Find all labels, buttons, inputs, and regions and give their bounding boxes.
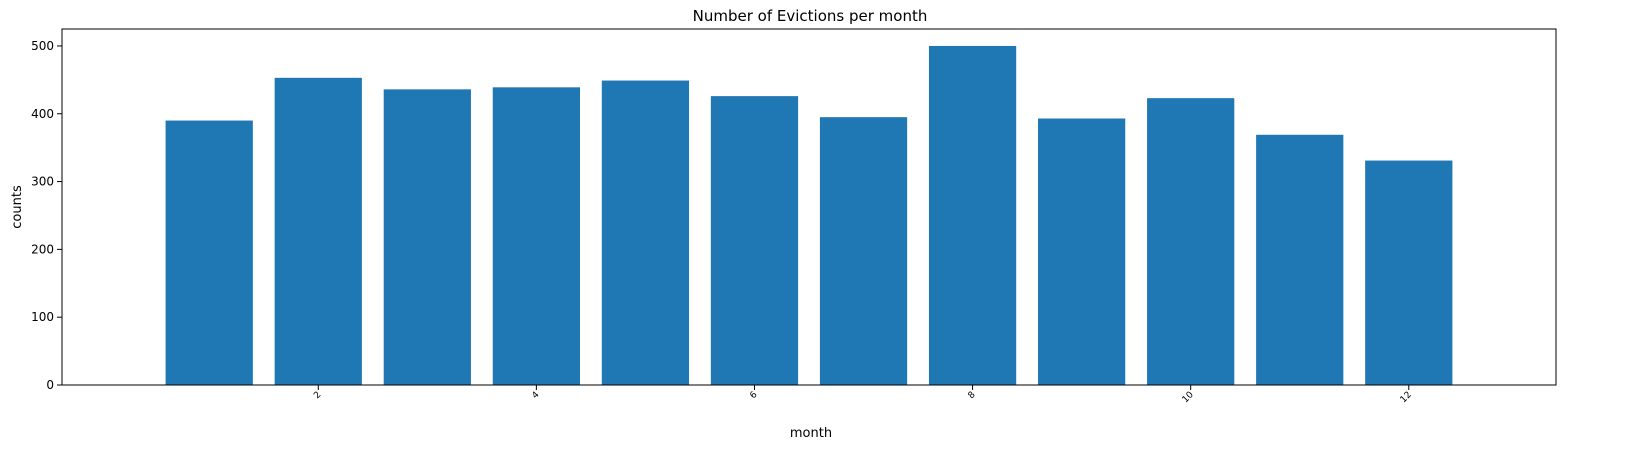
y-tick-label: 100 — [31, 310, 54, 324]
x-tick-label: 10 — [1181, 390, 1196, 405]
y-tick-label: 300 — [31, 175, 54, 189]
y-tick-label: 0 — [46, 378, 54, 392]
x-axis-label: month — [790, 426, 832, 441]
x-tick-label: 8 — [967, 390, 978, 401]
x-axis-ticks: 2 4 6 8 10 12 — [312, 385, 1414, 405]
y-axis-ticks: 0 100 200 300 400 500 — [31, 39, 62, 392]
plot-frame — [61, 28, 1557, 386]
bar-month-3 — [383, 89, 471, 386]
bar-month-11 — [1256, 134, 1344, 385]
y-axis-label: counts — [10, 185, 25, 229]
bar-month-12 — [1365, 160, 1453, 385]
bar-month-10 — [1147, 98, 1235, 385]
x-tick-label: 6 — [748, 390, 759, 401]
x-tick-label: 4 — [530, 390, 541, 401]
x-tick-label: 2 — [312, 390, 323, 401]
bars-layer — [165, 45, 1453, 386]
bar-month-9 — [1038, 118, 1126, 385]
bar-month-5 — [601, 80, 690, 385]
bar-month-1 — [165, 120, 253, 386]
y-tick-label: 400 — [31, 107, 54, 121]
bar-month-6 — [710, 96, 799, 385]
x-tick-label: 12 — [1399, 390, 1414, 405]
chart-title: Number of Evictions per month — [693, 7, 928, 25]
bar-month-7 — [819, 117, 908, 386]
y-tick-label: 200 — [31, 242, 54, 256]
y-tick-label: 500 — [31, 39, 54, 53]
bar-month-4 — [492, 87, 580, 385]
bar-month-2 — [274, 77, 362, 385]
bar-month-8 — [928, 45, 1017, 385]
